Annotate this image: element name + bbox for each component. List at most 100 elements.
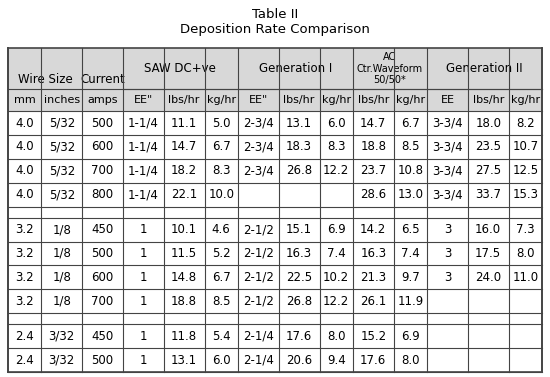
Text: 1: 1: [140, 247, 147, 260]
Text: 13.1: 13.1: [171, 354, 197, 366]
Text: 6.7: 6.7: [212, 141, 230, 153]
Text: 3: 3: [444, 247, 451, 260]
Text: 10.1: 10.1: [171, 223, 197, 236]
Text: 17.6: 17.6: [286, 329, 312, 343]
Text: 5.2: 5.2: [212, 247, 230, 260]
Text: 4.0: 4.0: [15, 116, 34, 130]
Text: 28.6: 28.6: [360, 188, 386, 201]
Text: AC
Ctr.Waveform
50/50*: AC Ctr.Waveform 50/50*: [357, 52, 423, 85]
Text: 1-1/4: 1-1/4: [128, 164, 159, 177]
Text: 2-3/4: 2-3/4: [243, 116, 274, 130]
Text: 600: 600: [91, 271, 114, 284]
Text: kg/hr: kg/hr: [207, 95, 236, 105]
Text: 1: 1: [140, 354, 147, 366]
Text: 23.7: 23.7: [360, 164, 386, 177]
Text: 1: 1: [140, 329, 147, 343]
Text: SAW DC+ve: SAW DC+ve: [145, 62, 216, 75]
Text: 12.2: 12.2: [323, 164, 349, 177]
Text: Deposition Rate Comparison: Deposition Rate Comparison: [180, 23, 370, 37]
Text: 6.7: 6.7: [212, 271, 230, 284]
Text: 1/8: 1/8: [52, 295, 71, 308]
Text: 3-3/4: 3-3/4: [432, 116, 463, 130]
Text: lbs/hr: lbs/hr: [283, 95, 315, 105]
Bar: [8, 89, 542, 111]
Text: 18.2: 18.2: [171, 164, 197, 177]
Text: 1: 1: [140, 271, 147, 284]
Text: 8.0: 8.0: [327, 329, 345, 343]
Text: kg/hr: kg/hr: [511, 95, 540, 105]
Text: 700: 700: [91, 295, 114, 308]
Text: 14.7: 14.7: [171, 141, 197, 153]
Text: 3.2: 3.2: [15, 247, 34, 260]
Text: 1-1/4: 1-1/4: [128, 141, 159, 153]
Text: 6.0: 6.0: [212, 354, 230, 366]
Text: 6.9: 6.9: [327, 223, 345, 236]
Text: 18.8: 18.8: [171, 295, 197, 308]
Text: 16.3: 16.3: [286, 247, 312, 260]
Text: 3-3/4: 3-3/4: [432, 188, 463, 201]
Text: 3/32: 3/32: [48, 354, 75, 366]
Text: 18.0: 18.0: [475, 116, 501, 130]
Text: 11.8: 11.8: [171, 329, 197, 343]
Text: 4.6: 4.6: [212, 223, 230, 236]
Text: 1/8: 1/8: [52, 271, 71, 284]
Text: 3-3/4: 3-3/4: [432, 141, 463, 153]
Text: 16.3: 16.3: [360, 247, 386, 260]
Text: 3/32: 3/32: [48, 329, 75, 343]
Text: 33.7: 33.7: [475, 188, 501, 201]
Text: 7.3: 7.3: [516, 223, 535, 236]
Text: 9.7: 9.7: [401, 271, 420, 284]
Text: 8.3: 8.3: [212, 164, 230, 177]
Text: 16.0: 16.0: [475, 223, 501, 236]
Text: 20.6: 20.6: [286, 354, 312, 366]
Text: 26.8: 26.8: [286, 164, 312, 177]
Text: 10.8: 10.8: [397, 164, 424, 177]
Text: 500: 500: [91, 354, 114, 366]
Text: 800: 800: [91, 188, 114, 201]
Text: EE": EE": [249, 95, 268, 105]
Text: 2-3/4: 2-3/4: [243, 164, 274, 177]
Text: 450: 450: [91, 329, 114, 343]
Text: lbs/hr: lbs/hr: [358, 95, 389, 105]
Text: 2-1/2: 2-1/2: [243, 223, 274, 236]
Text: 2-3/4: 2-3/4: [243, 141, 274, 153]
Text: 18.8: 18.8: [360, 141, 386, 153]
Text: kg/hr: kg/hr: [396, 95, 425, 105]
Text: EE": EE": [134, 95, 153, 105]
Text: 8.0: 8.0: [401, 354, 420, 366]
Text: 24.0: 24.0: [475, 271, 501, 284]
Text: 2-1/2: 2-1/2: [243, 247, 274, 260]
Text: EE: EE: [441, 95, 454, 105]
Text: Generation II: Generation II: [446, 62, 523, 75]
Text: 11.0: 11.0: [512, 271, 538, 284]
Text: 27.5: 27.5: [475, 164, 501, 177]
Text: 1: 1: [140, 223, 147, 236]
Text: 2.4: 2.4: [15, 354, 34, 366]
Text: 3-3/4: 3-3/4: [432, 164, 463, 177]
Text: 1/8: 1/8: [52, 247, 71, 260]
Text: 500: 500: [91, 247, 114, 260]
Text: 5/32: 5/32: [48, 188, 75, 201]
Text: 11.9: 11.9: [397, 295, 424, 308]
Text: 2-1/2: 2-1/2: [243, 271, 274, 284]
Text: 6.9: 6.9: [401, 329, 420, 343]
Text: 4.0: 4.0: [15, 188, 34, 201]
Text: 8.5: 8.5: [401, 141, 420, 153]
Text: 2-1/4: 2-1/4: [243, 354, 274, 366]
Text: 2-1/2: 2-1/2: [243, 295, 274, 308]
Text: 18.3: 18.3: [286, 141, 312, 153]
Text: 13.0: 13.0: [397, 188, 424, 201]
Text: 8.0: 8.0: [516, 247, 535, 260]
Text: 5/32: 5/32: [48, 141, 75, 153]
Text: lbs/hr: lbs/hr: [472, 95, 504, 105]
Text: 11.5: 11.5: [171, 247, 197, 260]
Text: 5.0: 5.0: [212, 116, 230, 130]
Text: 4.0: 4.0: [15, 164, 34, 177]
Text: 5/32: 5/32: [48, 116, 75, 130]
Text: 3.2: 3.2: [15, 295, 34, 308]
Text: 2-1/4: 2-1/4: [243, 329, 274, 343]
Text: 17.5: 17.5: [475, 247, 501, 260]
Text: kg/hr: kg/hr: [322, 95, 351, 105]
Text: 6.5: 6.5: [401, 223, 420, 236]
Text: 12.2: 12.2: [323, 295, 349, 308]
